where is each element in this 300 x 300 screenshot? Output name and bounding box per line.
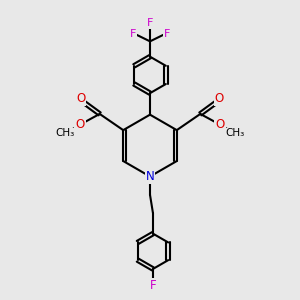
Text: F: F	[130, 29, 136, 39]
Text: F: F	[150, 279, 156, 292]
Text: F: F	[164, 29, 170, 39]
Text: O: O	[215, 118, 225, 131]
Text: N: N	[146, 170, 154, 183]
Text: O: O	[75, 118, 85, 131]
Text: CH₃: CH₃	[225, 128, 245, 138]
Text: O: O	[215, 92, 224, 105]
Text: CH₃: CH₃	[55, 128, 75, 138]
Text: O: O	[76, 92, 85, 105]
Text: F: F	[147, 18, 153, 28]
